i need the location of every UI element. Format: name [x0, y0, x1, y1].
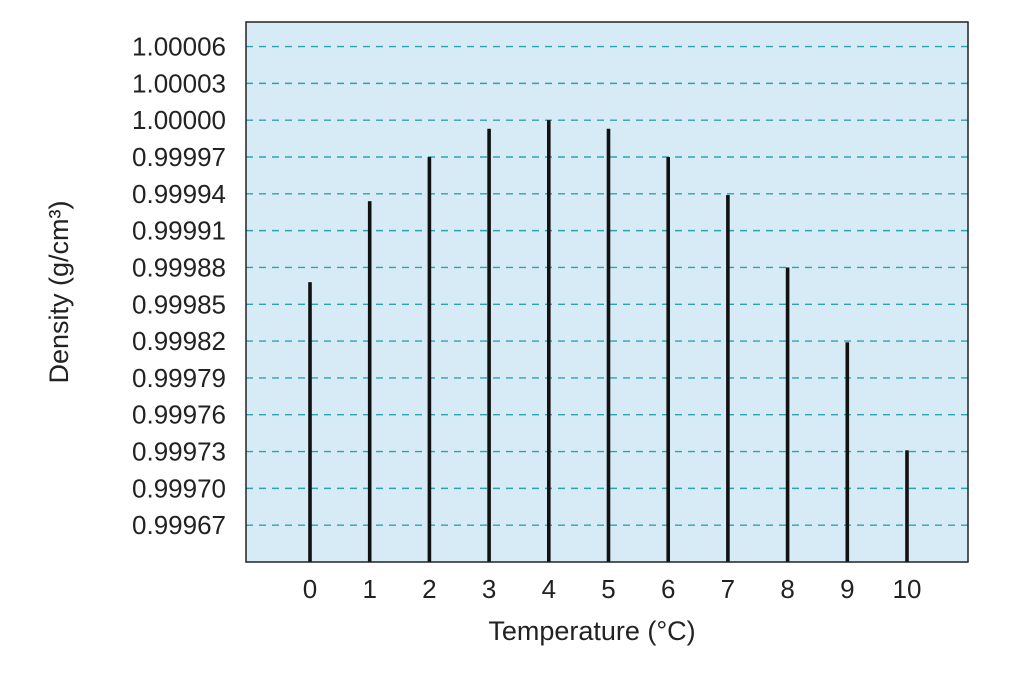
y-tick-label: 1.00003: [132, 68, 226, 98]
x-tick-labels: 0 1 2 3 4 5 6 7 8 9 10: [303, 574, 922, 604]
x-tick-label: 2: [422, 574, 436, 604]
x-tick-label: 6: [661, 574, 675, 604]
x-tick-label: 3: [482, 574, 496, 604]
x-tick-label: 0: [303, 574, 317, 604]
bar-6: [666, 157, 670, 562]
bar-2: [427, 157, 432, 562]
y-tick-label: 0.99994: [132, 179, 226, 209]
bar-0: [308, 282, 312, 562]
plot-frame: [245, 21, 969, 563]
y-tick-label: 0.99997: [132, 142, 226, 172]
y-tick-label: 0.99985: [132, 289, 226, 319]
bar-3: [487, 128, 491, 563]
x-tick-label: 10: [893, 574, 922, 604]
x-tick-label: 7: [721, 574, 735, 604]
y-tick-label: 1.00006: [132, 32, 226, 62]
y-tick-labels: 0.99967 0.99970 0.99973 0.99976 0.99979 0.999…: [132, 32, 226, 541]
bar-9: [845, 342, 850, 562]
y-tick-label: 0.99979: [132, 363, 226, 393]
x-tick-label: 5: [601, 574, 615, 604]
x-tick-label: 1: [362, 574, 376, 604]
y-tick-label: 0.99973: [132, 437, 226, 467]
bars: [308, 120, 909, 563]
bar-4: [547, 120, 551, 562]
y-tick-label: 0.99982: [132, 326, 226, 356]
y-tick-label: 0.99970: [132, 473, 226, 503]
y-tick-label: 1.00000: [132, 105, 226, 135]
y-tick-label: 0.99988: [132, 252, 226, 282]
y-tick-label: 0.99991: [132, 216, 226, 246]
x-tick-label: 9: [840, 574, 854, 604]
bar-10: [905, 450, 909, 562]
x-axis-title: Temperature (°C): [488, 616, 695, 646]
y-tick-label: 0.99967: [132, 510, 226, 540]
y-tick-label: 0.99976: [132, 400, 226, 430]
bar-7: [726, 195, 730, 562]
x-tick-label: 4: [542, 574, 556, 604]
bar-1: [367, 201, 372, 562]
y-axis-title: Density (g/cm³): [44, 200, 74, 383]
x-tick-label: 8: [780, 574, 794, 604]
bar-8: [785, 267, 790, 562]
bar-5: [606, 128, 611, 563]
